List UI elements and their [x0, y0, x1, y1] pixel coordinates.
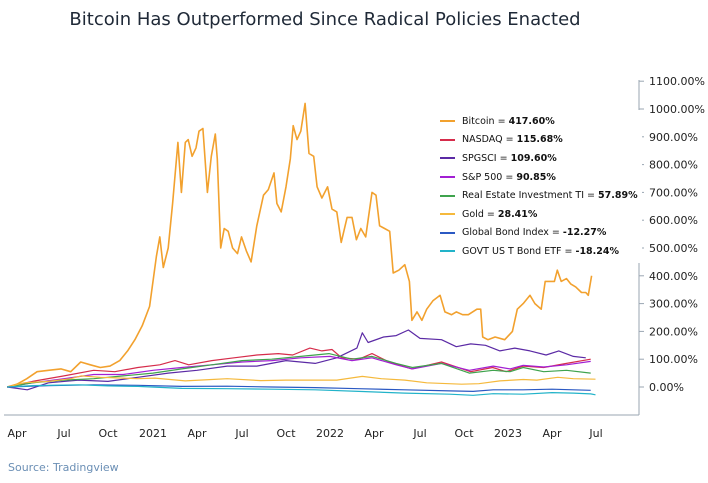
series-line-s-p-500 [7, 355, 591, 388]
legend-item: Real Estate Investment TI = 57.89% [440, 186, 638, 205]
y-tick-label: 1100.00% [649, 75, 705, 88]
legend-item: SPGSCI = 109.60% [440, 149, 638, 168]
legend-separator: = [496, 152, 511, 164]
legend-label: Global Bond Index [462, 227, 549, 239]
y-tick-label: 1000.00% [649, 103, 705, 116]
source-note: Source: Tradingview [8, 461, 119, 474]
y-tick-label: 300.00% [649, 298, 698, 311]
y-tick-label: 0.00% [649, 381, 684, 394]
legend-item: Global Bond Index = -12.27% [440, 224, 638, 243]
y-tick-label: 700.00% [649, 186, 698, 199]
legend-value: 115.68% [516, 134, 563, 146]
legend-separator: = [584, 190, 599, 202]
legend-value: 109.60% [510, 152, 557, 164]
x-tick-label: Jul [56, 427, 70, 440]
x-tick-label: Jul [234, 427, 248, 440]
legend-value: -18.24% [575, 245, 620, 257]
legend-value: 417.60% [508, 115, 555, 127]
legend-swatch [440, 157, 455, 160]
legend-item: GOVT US T Bond ETF = -18.24% [440, 242, 638, 261]
legend-item: Gold = 28.41% [440, 205, 638, 224]
x-tick-label: Oct [454, 427, 474, 440]
x-tick-label: 2022 [316, 427, 344, 440]
y-tick-label: 100.00% [649, 353, 698, 366]
legend-separator: = [494, 115, 509, 127]
legend-label: Real Estate Investment TI [462, 190, 585, 202]
legend-swatch [440, 213, 455, 216]
legend: Bitcoin = 417.60% NASDAQ = 115.68% SPGSCI … [436, 110, 642, 263]
legend-item: NASDAQ = 115.68% [440, 131, 638, 150]
y-tick-label: 600.00% [649, 214, 698, 227]
chart-title: Bitcoin Has Outperformed Since Radical P… [69, 9, 581, 30]
legend-item: S&P 500 = 90.85% [440, 168, 638, 187]
series-line-spgsci [7, 329, 586, 391]
legend-label: NASDAQ [462, 134, 503, 146]
x-tick-label: 2021 [139, 427, 167, 440]
x-tick-label: Oct [276, 427, 296, 440]
y-tick-label: 200.00% [649, 325, 698, 338]
x-tick-label: Jul [588, 427, 602, 440]
x-tick-label: Apr [542, 427, 562, 440]
legend-separator: = [502, 171, 517, 183]
y-tick-label: 900.00% [649, 131, 698, 144]
y-tick-label: 500.00% [649, 242, 698, 255]
legend-separator: = [483, 208, 498, 220]
series-line-global-bond-index [7, 384, 591, 392]
series-layer [6, 102, 596, 396]
legend-swatch [440, 138, 455, 141]
series-line-bitcoin [6, 102, 593, 388]
legend-separator: = [561, 245, 576, 257]
legend-value: 28.41% [497, 208, 538, 220]
legend-swatch [440, 194, 455, 197]
legend-value: 90.85% [516, 171, 556, 183]
legend-value: 57.89% [598, 190, 638, 202]
series-line-gold [7, 375, 596, 388]
legend-separator: = [548, 227, 563, 239]
x-tick-label: Apr [187, 427, 207, 440]
series-line-real-estate-investment-ti [7, 353, 591, 388]
series-line-govt-us-t-bond-etf [7, 384, 596, 396]
x-tick-label: Apr [364, 427, 384, 440]
legend-item: Bitcoin = 417.60% [440, 112, 638, 131]
legend-swatch [440, 120, 455, 123]
legend-label: SPGSCI [462, 152, 497, 164]
legend-swatch [440, 231, 455, 234]
legend-label: S&P 500 [462, 171, 503, 183]
legend-label: Gold [462, 208, 484, 220]
legend-label: Bitcoin [462, 115, 495, 127]
axis-layer: 0.00% 100.00% 200.00% 300.00% 400.00% 500.00%… [4, 75, 705, 440]
y-tick-label: 400.00% [649, 270, 698, 283]
legend-swatch [440, 176, 455, 179]
series-line-nasdaq [7, 347, 591, 388]
x-tick-label: Apr [7, 427, 27, 440]
legend-value: -12.27% [562, 227, 607, 239]
x-tick-label: Jul [412, 427, 426, 440]
legend-swatch [440, 250, 455, 253]
y-tick-label: 800.00% [649, 159, 698, 172]
legend-separator: = [502, 134, 517, 146]
legend-label: GOVT US T Bond ETF [462, 245, 562, 257]
x-tick-label: Oct [98, 427, 118, 440]
x-tick-label: 2023 [494, 427, 522, 440]
